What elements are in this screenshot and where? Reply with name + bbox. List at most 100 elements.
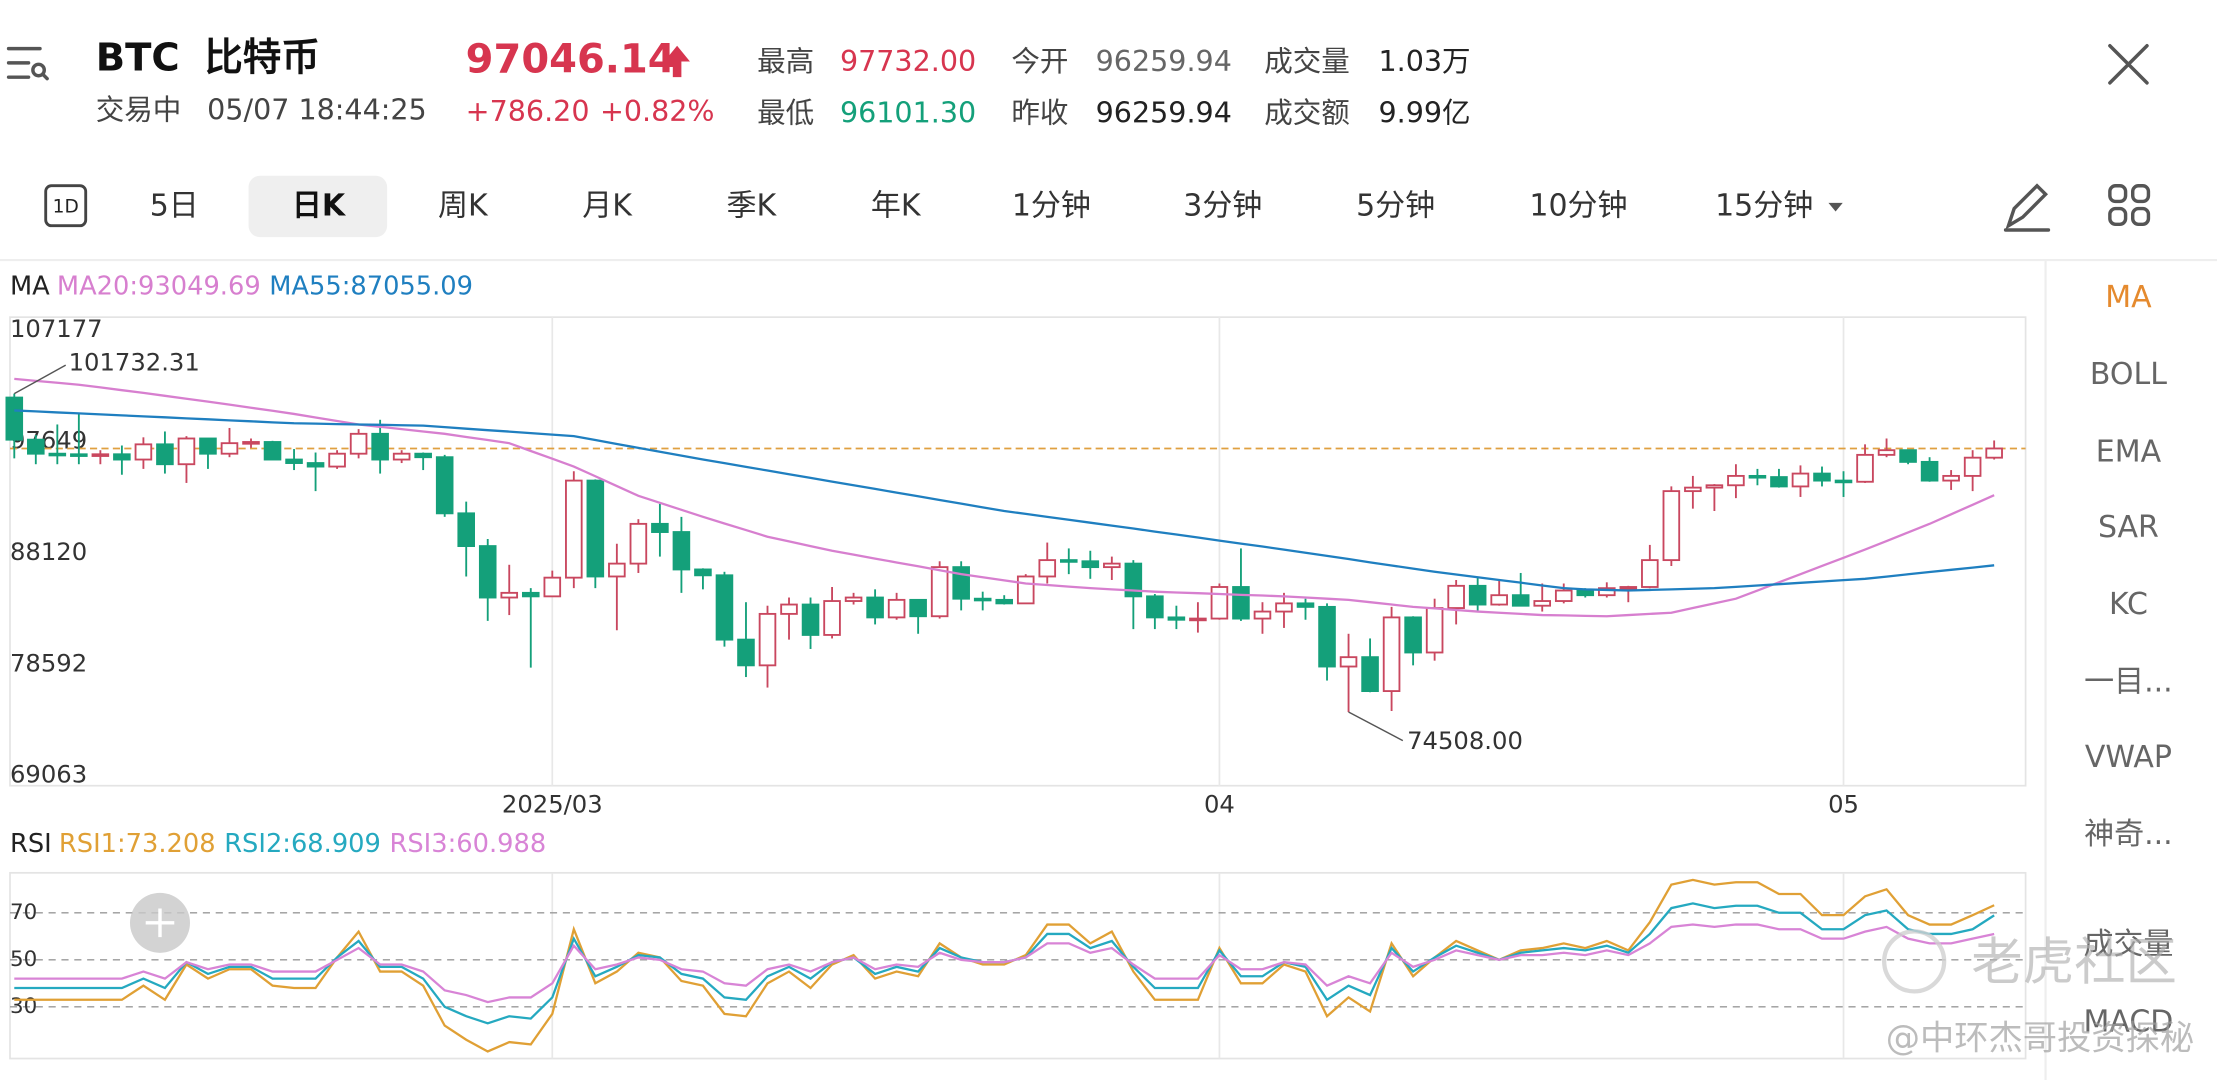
- tab[interactable]: 季K: [727, 189, 778, 224]
- legend-entry: RSI1:73.208: [59, 829, 216, 859]
- period-icon[interactable]: [44, 184, 88, 228]
- candle-body: [866, 596, 884, 619]
- tab[interactable]: 月K: [582, 189, 633, 224]
- indicator-tab[interactable]: 成交量: [2083, 927, 2173, 962]
- candle-body: [1124, 562, 1143, 598]
- legend-entry: MA20:93049.69: [57, 272, 261, 302]
- candle-body: [801, 603, 820, 636]
- tab[interactable]: 年K: [871, 189, 922, 224]
- candle-body: [1038, 559, 1057, 578]
- candle-body: [349, 432, 368, 455]
- stat-value: 97732.00: [840, 44, 976, 78]
- candle-body: [500, 591, 519, 599]
- stat-value: 9.99亿: [1378, 95, 1470, 129]
- candle-body: [780, 603, 798, 615]
- watermark-author: @中环杰哥投资探秘: [1886, 1018, 2194, 1058]
- candle-body: [328, 452, 346, 468]
- max-label: 101732.31: [69, 348, 200, 377]
- candle-body: [1210, 586, 1229, 620]
- tab[interactable]: 5分钟: [1356, 189, 1435, 224]
- candle-body: [1339, 656, 1358, 668]
- candle-body: [1813, 472, 1831, 482]
- menu-icon[interactable]: [6, 46, 49, 81]
- tab[interactable]: 15分钟: [1715, 189, 1813, 224]
- candle-body: [952, 566, 970, 600]
- candle-body: [1468, 584, 1487, 606]
- indicator-tab[interactable]: MACD: [2083, 1004, 2173, 1039]
- candle-body: [1232, 586, 1250, 620]
- candle-body: [973, 597, 992, 602]
- stat-label: 最高: [757, 44, 814, 78]
- indicator-tab[interactable]: BOLL: [2090, 357, 2167, 392]
- indicator-tab[interactable]: KC: [2109, 587, 2148, 622]
- candle-body: [263, 441, 282, 461]
- candle-body: [823, 600, 841, 636]
- candle-body: [758, 612, 777, 667]
- legend-label: RSI: [10, 829, 52, 859]
- period-icon-label: 1D: [53, 197, 79, 218]
- watermark-logo: [1882, 929, 1947, 994]
- candle-body: [1942, 474, 1960, 482]
- change: +786.20: [466, 94, 590, 128]
- candle-body: [1146, 595, 1164, 619]
- last-price: 97046.14: [466, 36, 676, 82]
- candle-body: [1425, 607, 1444, 654]
- candle-body: [715, 574, 734, 641]
- tab[interactable]: 5日: [150, 189, 199, 224]
- candle-body: [392, 452, 411, 461]
- status: 交易中: [96, 92, 182, 126]
- indicator-line: [14, 878, 1995, 1053]
- candle-body: [672, 531, 691, 571]
- indicator-line: [14, 409, 1995, 592]
- candle-body: [586, 479, 605, 578]
- candle-body: [1103, 562, 1121, 569]
- x-tick-label: 05: [1828, 790, 1859, 819]
- stat-label: 今开: [1011, 44, 1068, 78]
- candle-body: [70, 453, 88, 457]
- y-tick-label: 69063: [10, 760, 87, 789]
- candle-body: [1684, 486, 1702, 493]
- candle-body: [1490, 594, 1508, 606]
- tab[interactable]: 3分钟: [1183, 189, 1262, 224]
- candle-body: [1081, 560, 1100, 569]
- y-tick-label: 107177: [10, 314, 103, 343]
- candle-body: [995, 598, 1014, 605]
- candle-body: [156, 443, 174, 466]
- asset-name: 比特币: [204, 36, 320, 81]
- plot-frame: [9, 316, 2027, 787]
- indicator-tab[interactable]: 神奇...: [2084, 817, 2173, 852]
- tab[interactable]: 10分钟: [1529, 189, 1627, 224]
- min-label: 74508.00: [1407, 726, 1523, 755]
- candle-body: [1059, 559, 1078, 563]
- candle-body: [887, 598, 906, 619]
- indicator-tab[interactable]: MA: [2105, 280, 2152, 315]
- candle-body: [930, 566, 949, 618]
- indicator-tab[interactable]: EMA: [2096, 434, 2162, 469]
- candle-body: [1167, 616, 1186, 621]
- tab[interactable]: 日K: [292, 189, 347, 224]
- plot-frame: [9, 871, 2027, 1060]
- layout-icon[interactable]: [2108, 184, 2151, 227]
- indicator-tab[interactable]: 一目...: [2084, 664, 2173, 699]
- draw-icon[interactable]: [2003, 183, 2051, 232]
- candle-body: [242, 441, 260, 445]
- candle-body: [844, 596, 863, 602]
- candle-body: [285, 458, 303, 464]
- candle-body: [1834, 479, 1853, 484]
- candle-body: [1404, 616, 1422, 654]
- candle-body: [1791, 472, 1810, 488]
- indicator-tab[interactable]: SAR: [2098, 510, 2159, 545]
- symbol: BTC: [96, 36, 180, 81]
- candle-body: [457, 512, 475, 548]
- tab[interactable]: 周K: [438, 189, 489, 224]
- close-button[interactable]: [2108, 44, 2149, 85]
- indicator-tab[interactable]: VWAP: [2085, 740, 2172, 775]
- candle-body: [414, 452, 432, 459]
- candle-body: [1877, 449, 1896, 456]
- candle-body: [651, 522, 669, 533]
- tab[interactable]: 1分钟: [1012, 189, 1091, 224]
- candle-body: [1662, 490, 1681, 562]
- candle-body: [1511, 594, 1530, 607]
- dropdown-caret[interactable]: [1828, 202, 1843, 212]
